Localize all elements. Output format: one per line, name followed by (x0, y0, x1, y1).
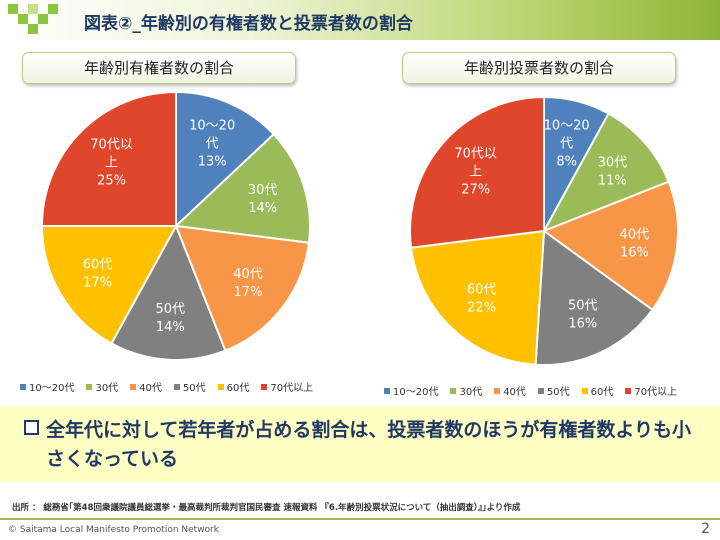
category-label: 60代 (83, 257, 113, 272)
legend-label: 60代 (590, 387, 614, 398)
data-label: 8% (556, 155, 577, 170)
legend-swatch (130, 383, 137, 390)
logo-icon (8, 4, 72, 36)
category-label: 40代 (233, 267, 263, 282)
source-note: 出所 ： 総務省｢第48回衆議院議員総選挙・最高裁判所裁判官国民審査 速報資料 … (12, 503, 521, 513)
category-label: 50代 (156, 302, 186, 317)
category-label: 50代 (568, 298, 598, 313)
page-number: 2 (701, 521, 710, 537)
legend-label: 30代 (95, 383, 119, 394)
category-label: 30代 (248, 183, 278, 198)
data-label: 27% (461, 183, 490, 198)
checkbox-icon (24, 420, 39, 435)
legend-label: 10～20代 (393, 387, 439, 398)
copyright: © Saitama Local Manifesto Promotion Netw… (8, 525, 219, 535)
category-label: 代 (206, 136, 219, 151)
data-label: 25% (97, 174, 126, 189)
legend-label: 50代 (546, 387, 570, 398)
legend-item: 70代以上 (625, 383, 677, 398)
pie-slice (541, 112, 670, 233)
legend-swatch (173, 383, 180, 390)
data-label: 16% (620, 245, 649, 260)
pie-chart-ballots: 10～20 代 8% 30代 11% 40代 16% 50代 16% 60代 22% 70代以上 27% (409, 95, 679, 366)
legend-item: 70代以上 (261, 379, 313, 394)
category-label: 10～20 (544, 119, 590, 134)
legend-item: 40代 (494, 383, 526, 398)
pie-slice (40, 90, 177, 227)
category-label: 上 (105, 156, 118, 171)
chart-title-voters: 年齢別有権者数の割合 (22, 52, 296, 84)
data-label: 14% (248, 201, 277, 216)
legend-item: 60代 (217, 379, 250, 394)
header-band (0, 0, 720, 40)
legend-swatch (625, 387, 632, 394)
legend-swatch (450, 387, 457, 394)
category-label: 上 (469, 165, 482, 180)
pie-slice (175, 90, 276, 229)
legend-ballots: 10～20代 30代 40代 50代 60代 70代以上 (384, 383, 677, 398)
legend-label: 40代 (139, 383, 162, 394)
conclusion-text: 全年代に対して若年者が占める割合は、投票者数のほうが有権者数よりも小さくなってい… (46, 419, 692, 470)
data-label: 11% (598, 174, 627, 189)
category-label: 40代 (620, 227, 650, 242)
legend-swatch (261, 383, 268, 390)
legend-item: 50代 (173, 379, 206, 394)
data-label: 16% (568, 316, 597, 331)
data-label: 14% (156, 320, 185, 335)
legend-item: 50代 (537, 383, 570, 398)
pie-slice (409, 229, 546, 366)
pie-slice (409, 95, 545, 249)
conclusion-box (0, 406, 720, 482)
category-label: 70代以 (454, 147, 497, 162)
chart-title-ballots: 年齢別投票者数の割合 (402, 52, 676, 84)
legend-swatch (86, 383, 93, 390)
legend-label: 70代以上 (634, 387, 678, 398)
pie-chart-voters: 10～20 代 13% 30代 14% 40代 17% 50代 14% 60代 17% 70代以上 25… (40, 90, 311, 361)
pie-slice (541, 180, 679, 312)
data-label: 17% (234, 285, 263, 300)
legend-swatch (217, 383, 224, 390)
pie-slice (40, 225, 178, 345)
category-label: 代 (560, 137, 573, 152)
footer-divider (0, 518, 720, 520)
data-label: 13% (198, 154, 227, 169)
data-label: 17% (83, 275, 112, 290)
legend-label: 30代 (459, 387, 483, 398)
legend-item: 30代 (450, 383, 482, 398)
legend-swatch (494, 387, 501, 394)
legend-label: 50代 (182, 383, 206, 394)
legend-label: 70代以上 (270, 383, 314, 394)
legend-swatch (384, 387, 390, 394)
legend-label: 40代 (503, 387, 526, 398)
legend-swatch (20, 383, 26, 390)
category-label: 60代 (467, 282, 497, 297)
pie-slice (534, 229, 654, 366)
pie-slice (173, 132, 311, 244)
legend-swatch (537, 387, 544, 394)
page-title: 図表②_年齢別の有権者数と投票者数の割合 (84, 14, 413, 34)
pie-slice (174, 224, 311, 352)
legend-item: 40代 (130, 379, 162, 394)
legend-label: 10～20代 (29, 383, 75, 394)
category-label: 70代以 (90, 138, 133, 153)
legend-swatch (581, 387, 588, 394)
legend-label: 60代 (226, 383, 250, 394)
legend-item: 10～20代 (20, 379, 74, 394)
legend-item: 10～20代 (384, 383, 438, 398)
category-label: 10～20 (189, 118, 235, 133)
legend-item: 30代 (86, 379, 118, 394)
data-label: 22% (467, 300, 496, 315)
pie-slice (110, 223, 227, 361)
legend-item: 60代 (581, 383, 614, 398)
legend-voters: 10～20代 30代 40代 50代 60代 70代以上 (20, 379, 313, 394)
category-label: 30代 (598, 156, 628, 171)
